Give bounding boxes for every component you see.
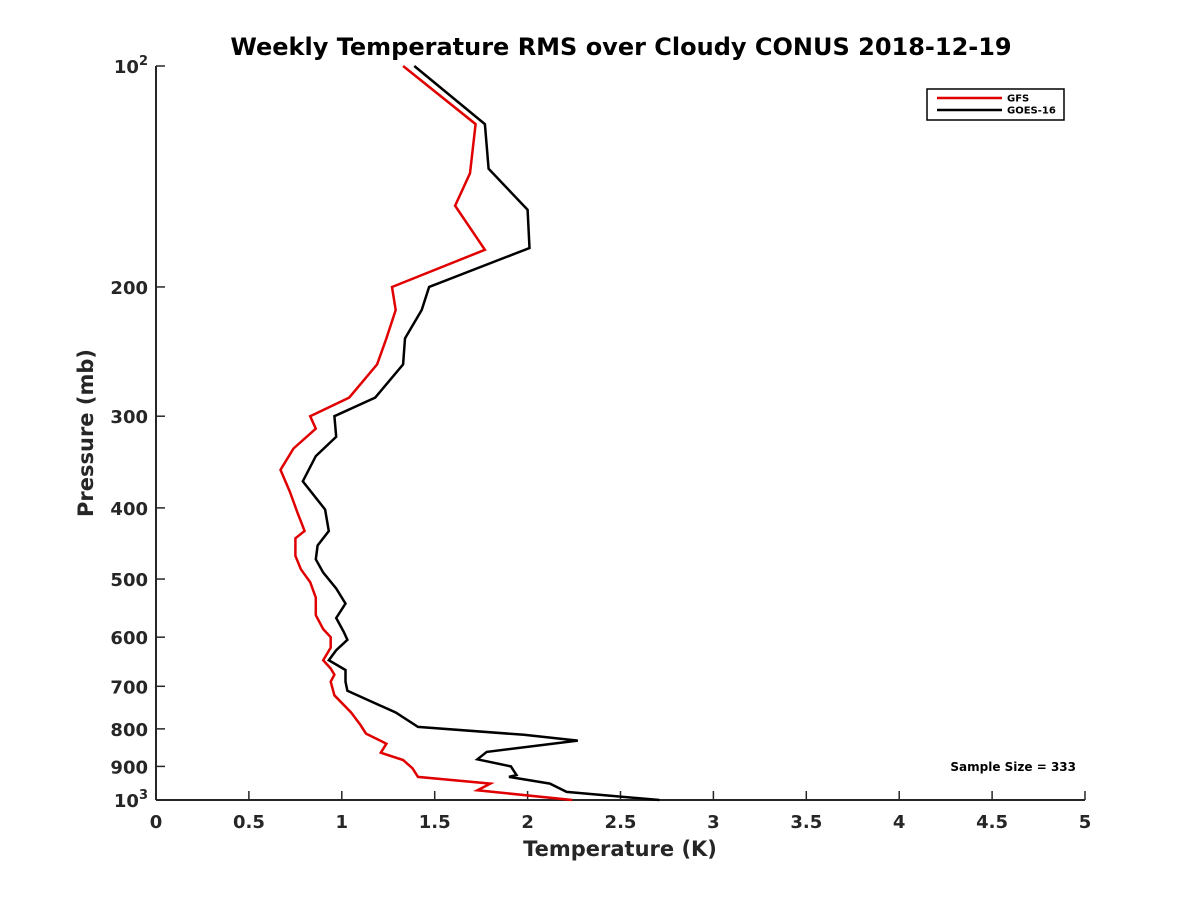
y-tick-label: 600 [110, 628, 148, 649]
legend-box [926, 88, 1065, 121]
x-ticks: 0 0.5 1 1.5 2 2.5 3 3.5 4 4.5 5 [150, 791, 1092, 833]
y-ticks: 102 200 300 400 500 600 700 800 900 103 [110, 54, 165, 812]
y-tick-label: 500 [110, 570, 148, 591]
y-tick-label: 300 [110, 407, 148, 428]
y-tick-label: 103 [114, 788, 148, 812]
x-tick-label: 3 [707, 812, 720, 833]
y-tick-label: 900 [110, 757, 148, 778]
legend: GFS GOES-16 [926, 88, 1065, 121]
legend-label-goes16: GOES-16 [1007, 106, 1056, 117]
series-line-gfs [279, 65, 573, 802]
x-tick-label: 3.5 [790, 812, 822, 833]
y-tick-label: 200 [110, 278, 148, 299]
x-tick-label: 4 [893, 812, 906, 833]
series-line-goes16 [301, 65, 660, 802]
x-tick-label: 0.5 [233, 812, 265, 833]
x-tick-label: 1.5 [419, 812, 451, 833]
y-tick-label: 400 [110, 499, 148, 520]
x-tick-label: 5 [1079, 812, 1092, 833]
x-axis-label: Temperature (K) [523, 837, 717, 861]
x-tick-label: 4.5 [976, 812, 1008, 833]
y-tick-label: 700 [110, 677, 148, 698]
series-group [279, 65, 660, 802]
legend-label-gfs: GFS [1007, 94, 1029, 105]
x-tick-label: 2.5 [605, 812, 637, 833]
y-tick-label: 800 [110, 720, 148, 741]
sample-size-annotation: Sample Size = 333 [950, 760, 1076, 774]
x-tick-label: 2 [521, 812, 534, 833]
x-tick-label: 1 [336, 812, 349, 833]
chart-title: Weekly Temperature RMS over Cloudy CONUS… [230, 33, 1011, 61]
y-axis-label: Pressure (mb) [74, 349, 98, 517]
y-tick-label: 102 [114, 54, 148, 78]
x-tick-label: 0 [150, 812, 163, 833]
